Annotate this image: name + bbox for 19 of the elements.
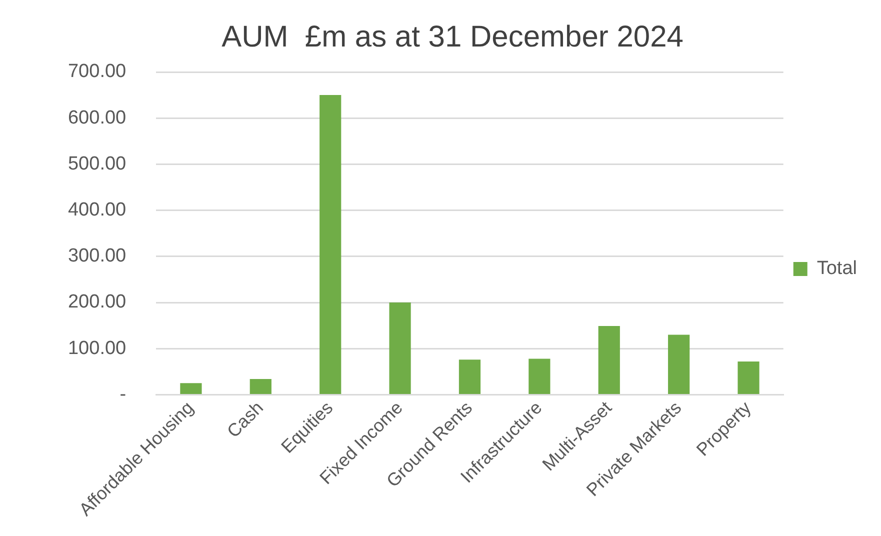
y-tick-label: 100.00 bbox=[68, 338, 126, 359]
y-tick-label: 500.00 bbox=[68, 153, 126, 174]
bar bbox=[598, 326, 620, 394]
y-tick-label: 200.00 bbox=[68, 292, 126, 313]
y-tick-label: 300.00 bbox=[68, 246, 126, 267]
bar bbox=[528, 358, 550, 394]
y-tick-label: 700.00 bbox=[68, 61, 126, 82]
y-tick-label: - bbox=[120, 384, 126, 405]
bar bbox=[458, 360, 481, 394]
y-tick-label: 600.00 bbox=[68, 107, 126, 128]
bar bbox=[320, 95, 342, 394]
bar bbox=[389, 302, 411, 394]
legend-label: Total bbox=[816, 258, 858, 280]
y-tick-label: 400.00 bbox=[68, 200, 126, 221]
bar bbox=[738, 362, 760, 394]
bar bbox=[668, 334, 690, 394]
bar bbox=[180, 383, 202, 394]
bar bbox=[250, 379, 272, 394]
chart-title: AUM £m as at 31 December 2024 bbox=[222, 20, 684, 54]
